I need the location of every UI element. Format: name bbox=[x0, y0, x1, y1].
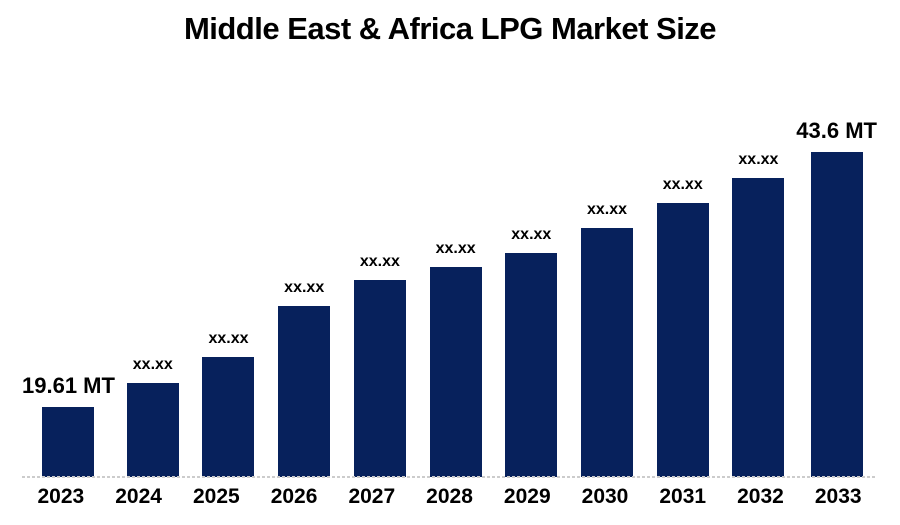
bar-2027 bbox=[353, 280, 406, 477]
bar-2030 bbox=[581, 228, 633, 477]
x-tick-label-2027: 2027 bbox=[348, 485, 396, 508]
x-tick-label-2033: 2033 bbox=[814, 485, 862, 508]
bar-value-label-2033: 43.6 MT bbox=[796, 118, 877, 143]
bar-value-label-2029: xx.xx bbox=[511, 226, 552, 243]
bar-2026 bbox=[278, 306, 331, 477]
bar-value-label-2032: xx.xx bbox=[738, 151, 779, 168]
bar-value-label-2027: xx.xx bbox=[359, 253, 400, 270]
bar-2033 bbox=[810, 152, 863, 477]
bar-value-label-2031: xx.xx bbox=[662, 176, 703, 193]
bar-2032 bbox=[732, 178, 785, 477]
x-tick-label-2029: 2029 bbox=[503, 485, 551, 508]
bar-2025 bbox=[202, 357, 255, 477]
x-tick-label-2032: 2032 bbox=[737, 485, 784, 508]
bar-column-2033: 43.6 MT bbox=[796, 120, 877, 477]
bar-chart-plot-area: 19.61 MT xx.xx xx.xx xx.xx xx.xx xx.xx xx.xx xx… bbox=[22, 0, 877, 507]
bar-value-label-2025: xx.xx bbox=[208, 330, 249, 347]
bar-2023 bbox=[42, 407, 95, 477]
bar-value-label-2028: xx.xx bbox=[435, 240, 476, 257]
x-tick-label-2025: 2025 bbox=[192, 485, 240, 508]
x-axis-tick-labels: 2023 2024 2025 2026 2027 2028 2029 2030 2031 2032… bbox=[22, 486, 877, 507]
bar-column-2023: 19.61 MT bbox=[22, 375, 115, 477]
bar-column-2032: xx.xx bbox=[721, 152, 797, 477]
bar-value-label-2026: xx.xx bbox=[284, 279, 325, 296]
x-tick-label-2023: 2023 bbox=[37, 485, 85, 508]
bar-column-2029: xx.xx bbox=[493, 227, 569, 477]
bar-2024 bbox=[126, 383, 179, 477]
x-tick-label-2024: 2024 bbox=[115, 485, 162, 508]
bar-value-label-2023: 19.61 MT bbox=[22, 373, 115, 398]
x-tick-label-2028: 2028 bbox=[426, 485, 473, 508]
bar-column-2031: xx.xx bbox=[645, 177, 721, 477]
x-tick-label-2030: 2030 bbox=[581, 485, 629, 508]
bar-2029 bbox=[505, 253, 558, 477]
bar-column-2027: xx.xx bbox=[342, 254, 418, 477]
bar-columns: 19.61 MT xx.xx xx.xx xx.xx xx.xx xx.xx xx.xx xx… bbox=[22, 0, 877, 477]
bar-2031 bbox=[656, 203, 709, 477]
bar-column-2028: xx.xx bbox=[418, 241, 494, 477]
bar-value-label-2030: xx.xx bbox=[586, 201, 628, 218]
bar-2028 bbox=[429, 267, 482, 477]
bar-column-2024: xx.xx bbox=[115, 357, 191, 477]
bar-value-label-2024: xx.xx bbox=[132, 356, 173, 373]
bar-column-2030: xx.xx bbox=[569, 202, 645, 477]
bar-column-2026: xx.xx bbox=[266, 280, 342, 477]
x-axis-line bbox=[22, 476, 877, 478]
chart-title: Middle East & Africa LPG Market Size bbox=[183, 11, 717, 46]
x-tick-label-2031: 2031 bbox=[659, 485, 707, 508]
bar-column-2025: xx.xx bbox=[191, 331, 267, 477]
x-tick-label-2026: 2026 bbox=[270, 485, 318, 508]
